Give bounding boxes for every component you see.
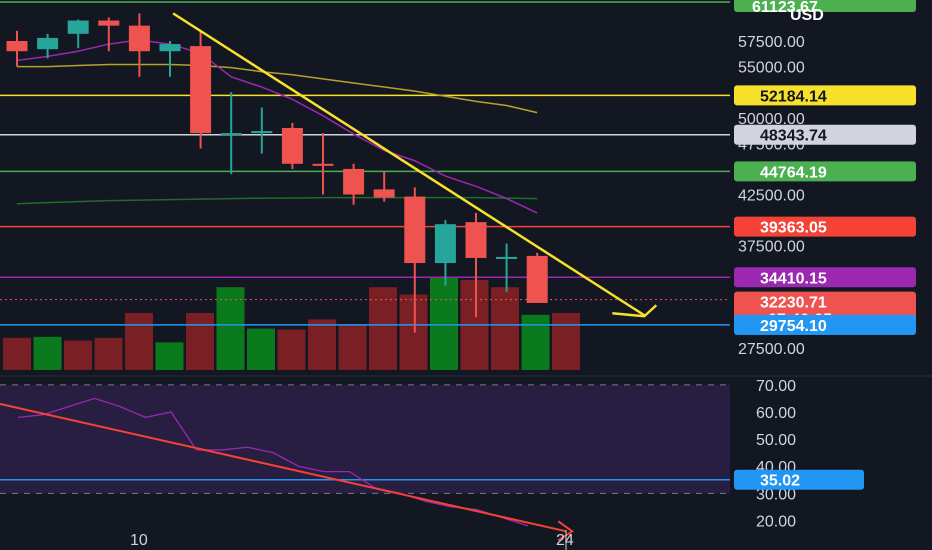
price-tick-label: 42500.00 [738,188,805,205]
ma-slow-line [16,196,538,205]
candle-body [67,20,89,34]
volume-bar [369,287,397,370]
price-tick-label: 57500.00 [738,34,805,51]
candle-body [190,46,212,134]
volume-bar [521,314,550,370]
candle-body [312,163,334,166]
price-level-badge-text: 39363.05 [760,220,827,237]
price-level-badge [734,85,916,106]
candle-body [159,44,181,52]
last-price-text: 32230.71 [760,295,827,312]
price-tick-label: 27500.00 [738,341,805,358]
volume-bar [277,329,306,370]
rsi-line [17,397,529,527]
rsi-tick-label: 70.00 [756,378,796,395]
candle-body [128,25,150,52]
volume-bar [247,328,275,370]
rsi-tick-label: 50.00 [756,432,796,449]
top-badge [734,0,916,12]
rsi-tick-label: 20.00 [756,513,796,530]
rsi-level-badge-text: 35.02 [760,473,800,490]
price-tick-label: 37500.00 [738,239,805,256]
price-level-badge-text: 44764.19 [760,164,827,181]
candles [6,13,548,333]
candle-body [496,256,518,259]
ma-mid-line [17,63,538,114]
candle-body [281,127,303,164]
candle-body [98,20,120,26]
price-tick-label: 50000.00 [738,111,805,128]
price-level-badge [734,124,916,145]
candle-body [526,255,548,303]
volume-bar [155,342,184,370]
candle-body [373,189,395,198]
top-badge-text: 61123.67 [752,0,818,16]
candle-body [404,196,426,264]
volume-bar [125,312,153,370]
rsi-tick-label: 30.00 [756,486,796,503]
volume-bar [216,287,245,370]
time-tick-label: 10 [130,532,148,549]
price-level-badge-text: 52184.14 [760,88,827,105]
volume-bar [64,340,92,370]
rsi-tick-label: 60.00 [756,405,796,422]
volume-bar [94,337,123,370]
volume-bar [3,337,31,370]
rsi-band [0,384,730,494]
rsi-trendline-arrow [557,520,575,542]
volume-bar [33,336,62,370]
rsi-level-badge [734,469,864,490]
candle-body [465,222,487,258]
price-level-badge-text: 48343.74 [760,128,827,145]
price-level-badge [734,216,916,237]
price-level-badge [734,267,916,288]
price-level-badge-blue-text: 29754.10 [760,318,827,335]
candle-body [251,131,273,134]
volume-bar [308,319,336,370]
candle-body [343,168,365,195]
volume-bar [430,278,458,370]
candle-body [37,37,59,50]
time-tick-label: 24 [556,532,574,549]
candle-body [434,224,456,264]
price-level-badge-blue [734,314,916,335]
trendline-arrow [612,304,658,318]
volume-bar [491,287,519,370]
price-level-badge [734,161,916,182]
volume-bar [338,324,367,370]
rsi-trendline[interactable] [0,401,567,533]
trendline[interactable] [172,12,645,317]
price-level-badge-text: 34410.15 [760,270,827,287]
candle-body [6,41,28,52]
candle-body [220,133,242,136]
ma-fast-line [16,39,538,214]
currency-label: USD [790,7,824,24]
volume-bar [186,312,214,370]
volume-bar [399,294,428,370]
volume-bar [552,312,580,370]
price-tick-label: 55000.00 [738,60,805,77]
